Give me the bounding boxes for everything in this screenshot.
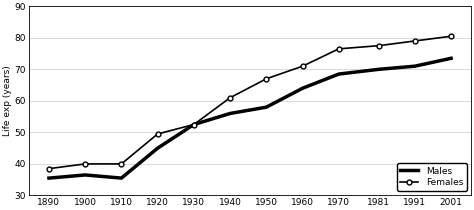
Males [412,65,418,67]
Females [191,123,197,126]
Females [336,48,342,50]
Males [300,87,305,89]
Males [82,174,88,176]
Line: Females: Females [46,34,454,171]
Females [300,65,305,67]
Females [376,45,382,47]
Males [227,112,233,115]
Females [82,163,88,165]
Males [46,177,52,179]
Males [191,123,197,126]
Males [336,73,342,75]
Line: Males: Males [49,58,451,178]
Males [155,147,161,149]
Females [227,96,233,99]
Females [118,163,124,165]
Males [264,106,269,108]
Y-axis label: Life exp (years): Life exp (years) [3,66,12,136]
Males [118,177,124,179]
Legend: Males, Females: Males, Females [397,163,467,191]
Males [448,57,454,60]
Males [376,68,382,71]
Females [46,167,52,170]
Females [448,35,454,38]
Females [264,77,269,80]
Females [412,40,418,42]
Females [155,133,161,135]
